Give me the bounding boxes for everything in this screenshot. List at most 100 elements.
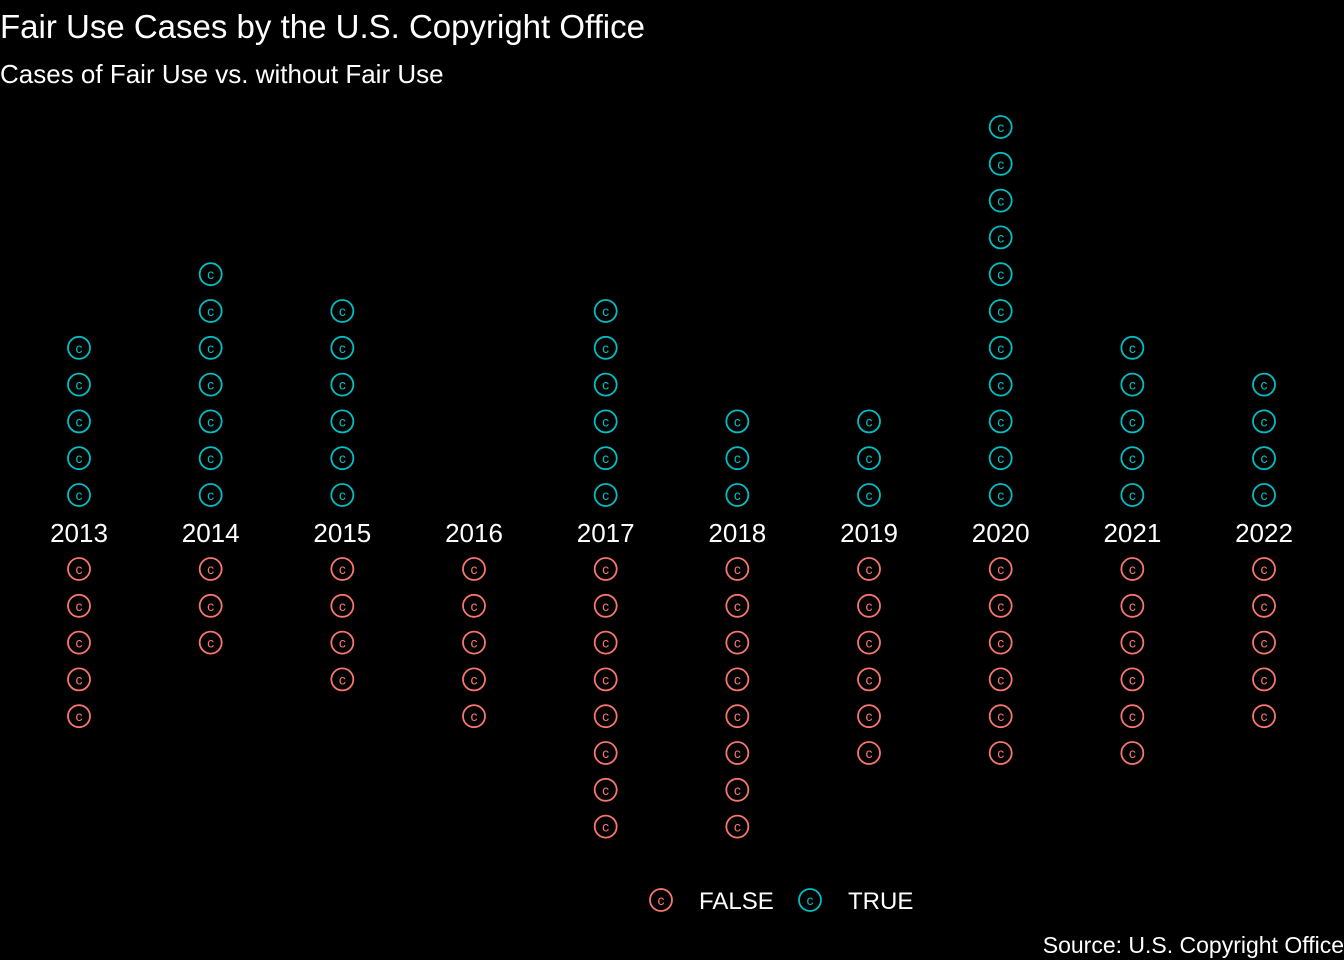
true-case-marker: c	[68, 484, 90, 506]
copyright-marker-glyph: c	[207, 303, 214, 319]
copyright-marker-glyph: c	[1129, 561, 1136, 577]
copyright-marker-glyph: c	[76, 487, 83, 503]
copyright-marker-glyph: c	[339, 561, 346, 577]
true-case-marker: c	[726, 484, 748, 506]
false-case-marker: c	[726, 742, 748, 764]
copyright-marker-glyph: c	[339, 671, 346, 687]
year-column: 2014cccccccccc	[182, 263, 240, 653]
legend-label: TRUE	[848, 888, 913, 915]
false-case-marker: c	[1253, 595, 1275, 617]
copyright-marker-glyph: c	[734, 708, 741, 724]
year-label: 2018	[708, 518, 766, 548]
copyright-marker-glyph: c	[866, 598, 873, 614]
copyright-marker-glyph: c	[997, 413, 1004, 429]
copyright-marker-glyph: c	[207, 561, 214, 577]
false-case-marker: c	[726, 558, 748, 580]
false-case-marker: c	[595, 779, 617, 801]
copyright-marker-glyph: c	[602, 598, 609, 614]
false-case-marker: c	[331, 558, 353, 580]
false-case-marker: c	[990, 632, 1012, 654]
copyright-marker-glyph: c	[76, 340, 83, 356]
year-column: 2022ccccccccc	[1235, 374, 1293, 728]
true-case-marker: c	[595, 410, 617, 432]
copyright-marker-glyph: c	[1261, 635, 1268, 651]
true-case-marker: c	[990, 447, 1012, 469]
copyright-marker-glyph: c	[997, 340, 1004, 356]
copyright-marker-glyph: c	[997, 377, 1004, 393]
year-label: 2017	[577, 518, 635, 548]
source-caption: Source: U.S. Copyright Office	[1043, 932, 1344, 959]
copyright-marker-glyph: c	[339, 598, 346, 614]
true-case-marker: c	[200, 337, 222, 359]
copyright-marker-glyph: c	[734, 487, 741, 503]
copyright-marker-glyph: c	[339, 340, 346, 356]
year-column: 2021ccccccccccc	[1103, 337, 1161, 764]
true-case-marker: c	[990, 300, 1012, 322]
false-case-marker: c	[858, 558, 880, 580]
false-case-marker: c	[1253, 558, 1275, 580]
false-case-marker: c	[68, 595, 90, 617]
true-case-marker: c	[990, 410, 1012, 432]
year-label: 2021	[1103, 518, 1161, 548]
false-case-marker: c	[595, 595, 617, 617]
copyright-marker-glyph: c	[1129, 635, 1136, 651]
copyright-marker-glyph: c	[602, 671, 609, 687]
copyright-marker-glyph: c	[866, 450, 873, 466]
true-case-marker: c	[331, 410, 353, 432]
copyright-marker-glyph: c	[1129, 708, 1136, 724]
copyright-marker-glyph: c	[339, 487, 346, 503]
true-case-marker: c	[331, 300, 353, 322]
copyright-marker-glyph: c	[1129, 450, 1136, 466]
copyright-marker-glyph: c	[207, 266, 214, 282]
false-case-marker: c	[463, 705, 485, 727]
true-case-marker: c	[1121, 410, 1143, 432]
copyright-marker-glyph: c	[997, 598, 1004, 614]
copyright-marker-glyph: c	[734, 745, 741, 761]
true-case-marker: c	[990, 153, 1012, 175]
year-column: 2018 c c c c c c c c c c c	[708, 410, 766, 837]
true-case-marker: c	[990, 116, 1012, 138]
false-case-marker: c	[200, 595, 222, 617]
copyright-marker-glyph: c	[602, 745, 609, 761]
false-case-marker: c	[858, 742, 880, 764]
copyright-marker-glyph: c	[1129, 413, 1136, 429]
true-case-marker: c	[595, 300, 617, 322]
false-case-marker: c	[331, 632, 353, 654]
copyright-marker-glyph: c	[602, 635, 609, 651]
copyright-marker-glyph: c	[734, 635, 741, 651]
false-case-marker: c	[858, 668, 880, 690]
false-case-marker: c	[726, 816, 748, 838]
copyright-marker-glyph: c	[1129, 598, 1136, 614]
copyright-marker-glyph: c	[602, 782, 609, 798]
copyright-marker-glyph: c	[1261, 487, 1268, 503]
false-case-marker: c	[990, 668, 1012, 690]
false-case-marker: c	[858, 595, 880, 617]
true-case-marker: c	[858, 484, 880, 506]
copyright-marker-glyph: c	[207, 450, 214, 466]
year-label: 2019	[840, 518, 898, 548]
copyright-marker-glyph: c	[471, 671, 478, 687]
false-case-marker: c	[1253, 668, 1275, 690]
legend: c FALSE c TRUE	[650, 888, 913, 915]
copyright-marker-glyph: c	[997, 708, 1004, 724]
copyright-marker-glyph: c	[602, 708, 609, 724]
copyright-marker-glyph: c	[866, 487, 873, 503]
copyright-marker-glyph: c	[997, 303, 1004, 319]
true-case-marker: c	[990, 484, 1012, 506]
copyright-marker-glyph: c	[76, 450, 83, 466]
copyright-marker-glyph: c	[997, 119, 1004, 135]
copyright-marker-glyph: c	[602, 340, 609, 356]
copyright-marker-glyph: c	[1261, 708, 1268, 724]
true-case-marker: c	[990, 190, 1012, 212]
true-case-marker: c	[1253, 447, 1275, 469]
true-case-marker: c	[726, 410, 748, 432]
copyright-marker-glyph: c	[1261, 413, 1268, 429]
false-case-marker: c	[463, 668, 485, 690]
copyright-marker-glyph: c	[207, 487, 214, 503]
copyright-marker-glyph: c	[866, 745, 873, 761]
copyright-marker-glyph: c	[1261, 450, 1268, 466]
copyright-marker-glyph: c	[866, 671, 873, 687]
copyright-marker-glyph: c	[339, 377, 346, 393]
copyright-marker-glyph: c	[1129, 671, 1136, 687]
false-case-marker: c	[1121, 705, 1143, 727]
